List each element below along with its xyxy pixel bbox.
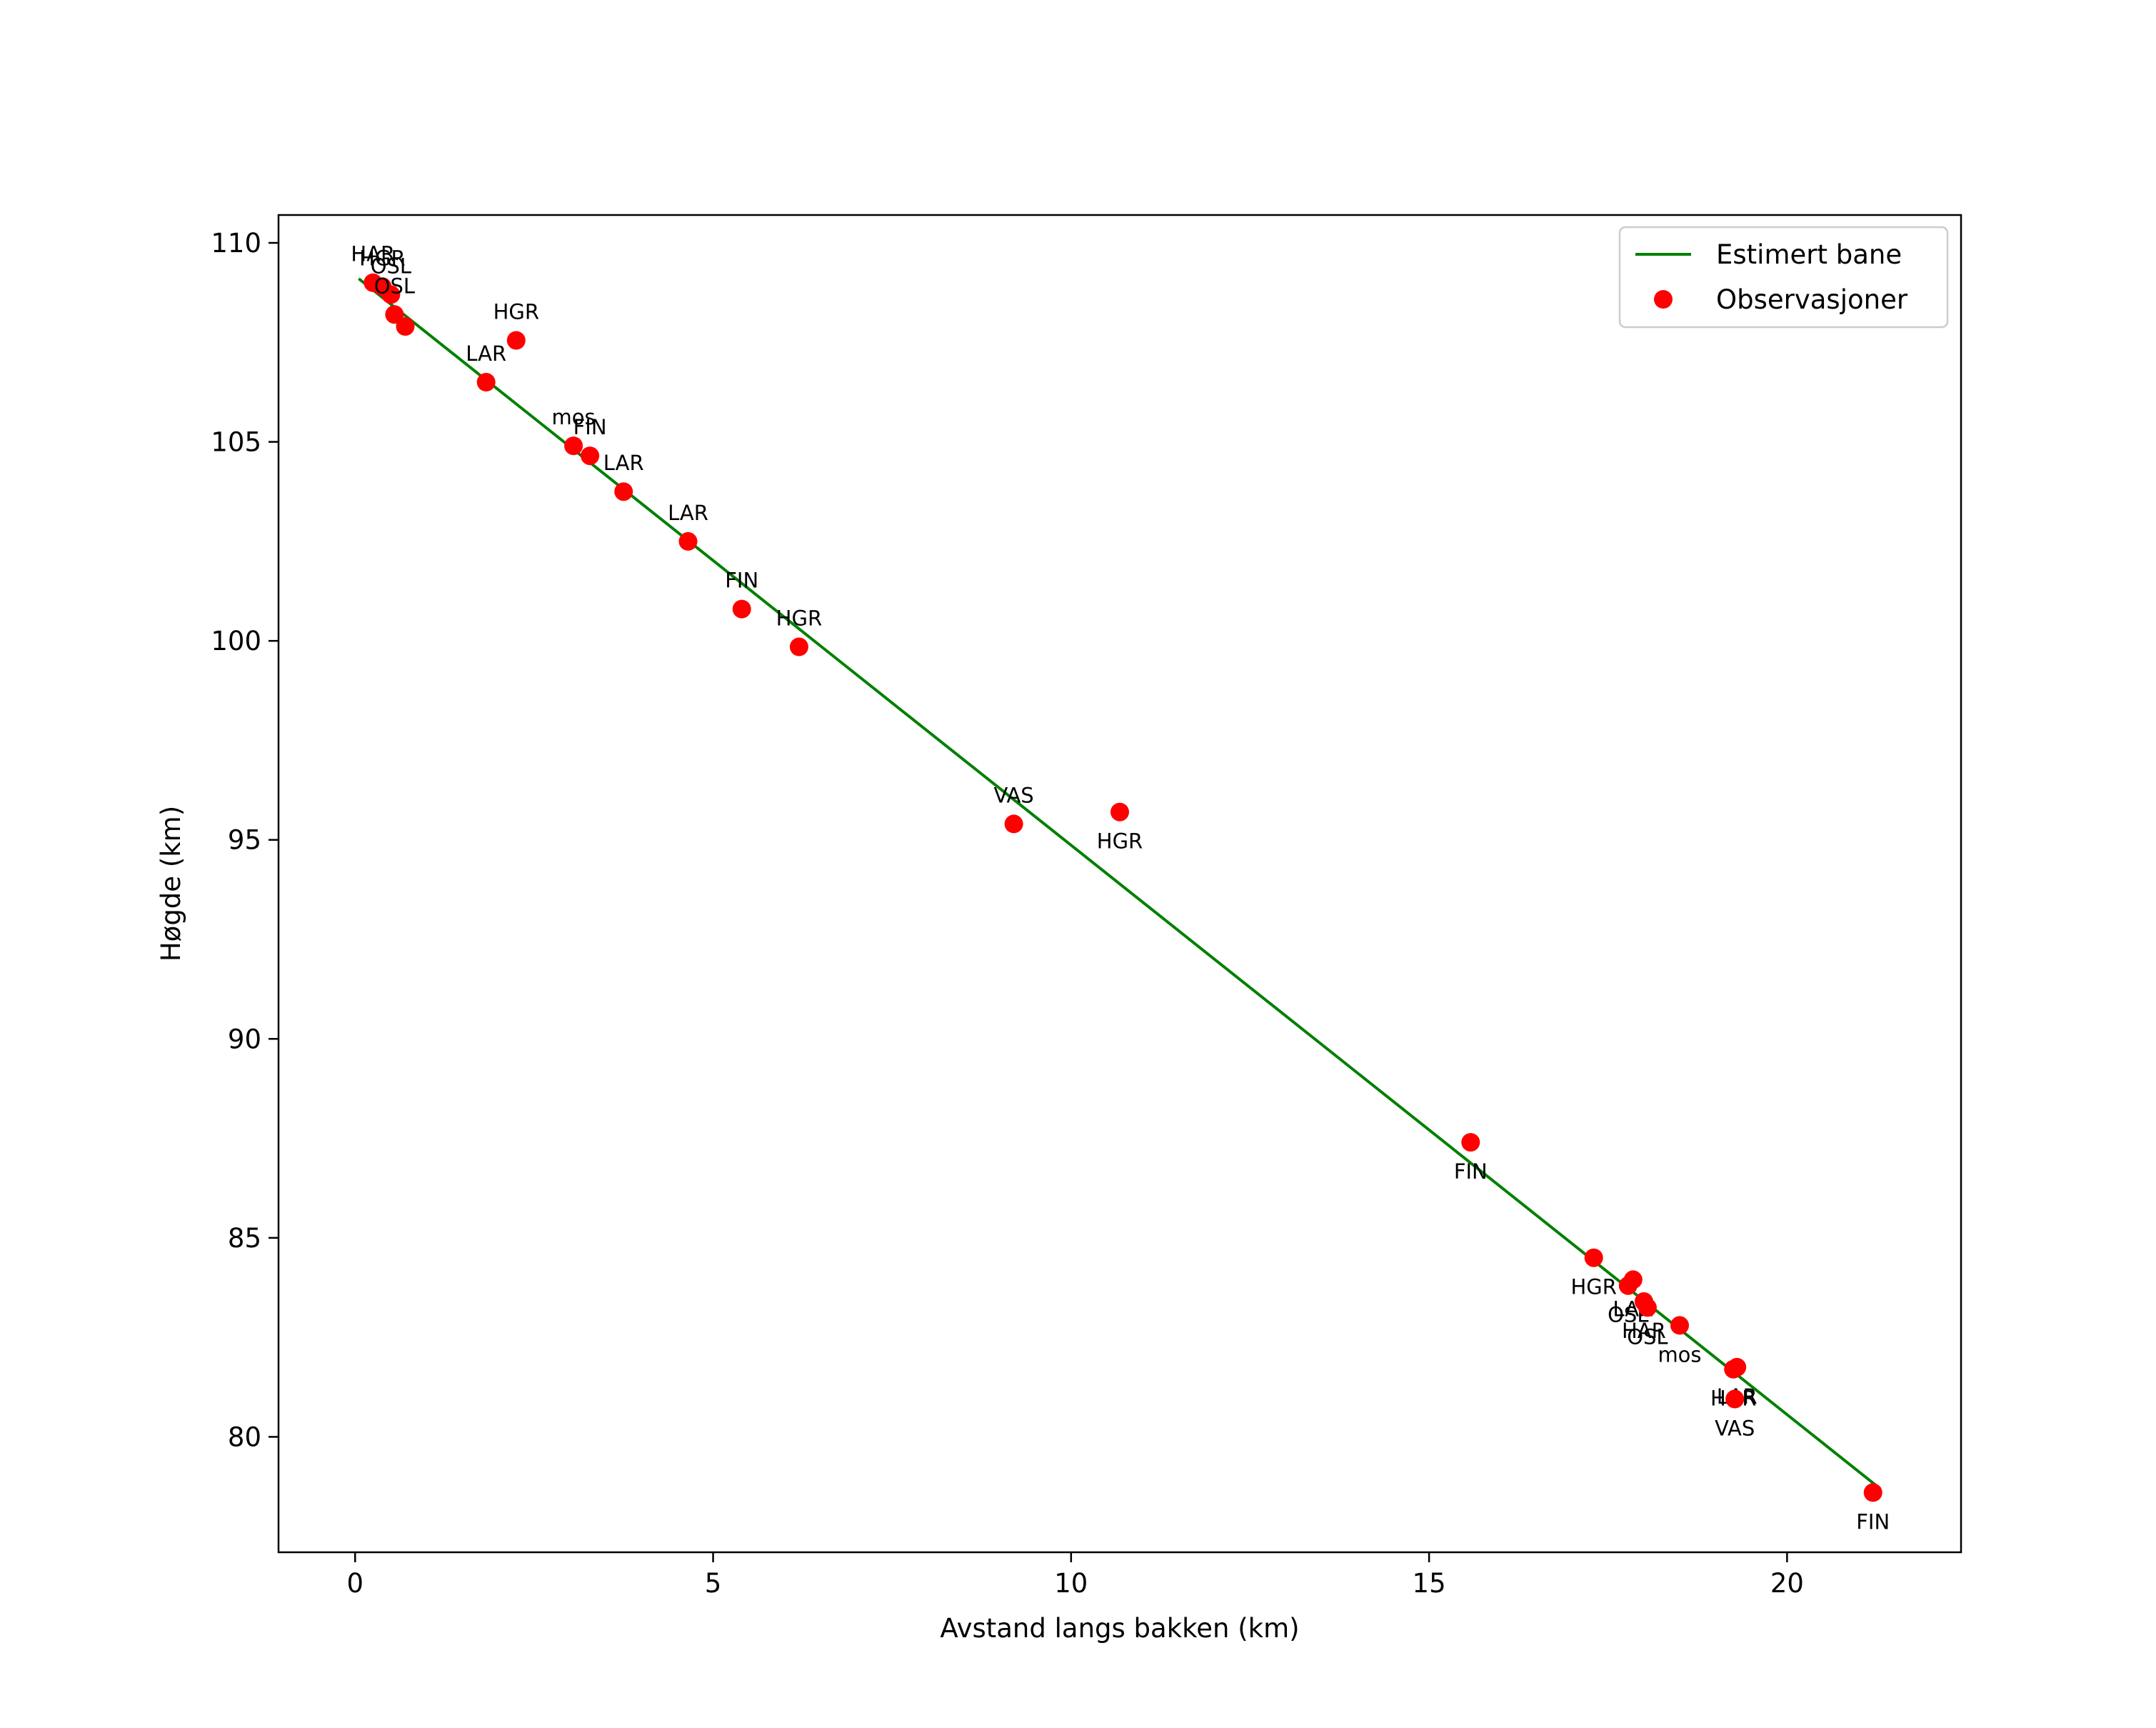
- observation-label: VAS: [993, 783, 1033, 807]
- y-axis: 80 85 90 95 100 105 110: [211, 228, 279, 1452]
- observation-point: [476, 373, 496, 391]
- observation-point: [564, 436, 583, 456]
- x-tick-label: 20: [1770, 1568, 1804, 1599]
- observation-point: [1728, 1357, 1747, 1377]
- observation-label: VAS: [1715, 1417, 1755, 1441]
- observation-point: [789, 637, 808, 656]
- observation-label: FIN: [573, 415, 607, 439]
- observation-label: mos: [552, 405, 596, 429]
- y-tick-label: 80: [228, 1422, 261, 1452]
- observation-label: OSL: [1627, 1324, 1668, 1349]
- plot-marks: HARHGROSLOSLHGRLARmosFINLARLARFINHGRVASH…: [351, 242, 1890, 1534]
- x-axis: 0 5 10 15 20: [346, 1552, 1804, 1599]
- legend-label-points: Observasjoner: [1716, 284, 1908, 315]
- legend-marker-swatch: [1654, 290, 1673, 309]
- y-tick-label: 105: [211, 427, 261, 458]
- observation-point: [381, 285, 401, 304]
- observation-label: FIN: [1454, 1159, 1488, 1184]
- x-tick-label: 0: [346, 1568, 363, 1599]
- observation-label: mos: [1658, 1342, 1701, 1367]
- observation-label: LAR: [466, 341, 506, 366]
- y-tick-label: 85: [228, 1223, 261, 1254]
- observation-label: HGR: [1097, 829, 1143, 854]
- observation-point: [1725, 1389, 1745, 1409]
- observation-point: [396, 317, 415, 336]
- observation-point: [1584, 1248, 1603, 1267]
- observation-label: LAR: [668, 501, 708, 525]
- y-axis-label: Høgde (km): [156, 806, 186, 962]
- y-tick-label: 95: [228, 825, 261, 856]
- observation-point: [1638, 1298, 1657, 1317]
- observation-label: OSL: [371, 254, 411, 278]
- observation-point: [1461, 1133, 1480, 1152]
- observation-label: OSL: [374, 274, 415, 298]
- observation-label: HAR: [1622, 1319, 1666, 1343]
- observation-label: HGR: [1570, 1275, 1616, 1299]
- x-tick-label: 15: [1413, 1568, 1446, 1599]
- observation-point: [1004, 814, 1023, 834]
- observation-label: HGR: [776, 606, 822, 631]
- observation-label: FIN: [725, 569, 758, 593]
- observation-point: [1110, 802, 1129, 821]
- x-tick-label: 10: [1054, 1568, 1088, 1599]
- observation-point: [1863, 1483, 1882, 1502]
- observation-label: HGR: [359, 246, 405, 270]
- legend-box: [1618, 226, 1949, 329]
- observation-label: LAR: [603, 451, 644, 475]
- observation-point: [1670, 1316, 1689, 1335]
- observation-point: [732, 599, 751, 619]
- observation-point: [1623, 1270, 1643, 1289]
- y-tick-label: 90: [228, 1024, 261, 1054]
- observation-point: [581, 446, 600, 466]
- observation-label: FIN: [1856, 1509, 1890, 1534]
- x-axis-label: Avstand langs bakken (km): [940, 1613, 1299, 1644]
- y-tick-label: 110: [211, 228, 261, 259]
- observation-label: HAR: [351, 242, 395, 266]
- x-tick-label: 5: [705, 1568, 722, 1599]
- plot-frame: [277, 214, 1962, 1554]
- observation-point: [385, 305, 404, 324]
- y-tick-label: 100: [211, 626, 261, 656]
- legend: Estimert bane Observasjoner: [1618, 226, 1949, 329]
- observation-point: [506, 331, 526, 350]
- legend-label-line: Estimert bane: [1716, 239, 1902, 270]
- observation-point: [678, 531, 698, 551]
- observation-point: [614, 482, 633, 501]
- observation-label: HGR: [493, 300, 539, 324]
